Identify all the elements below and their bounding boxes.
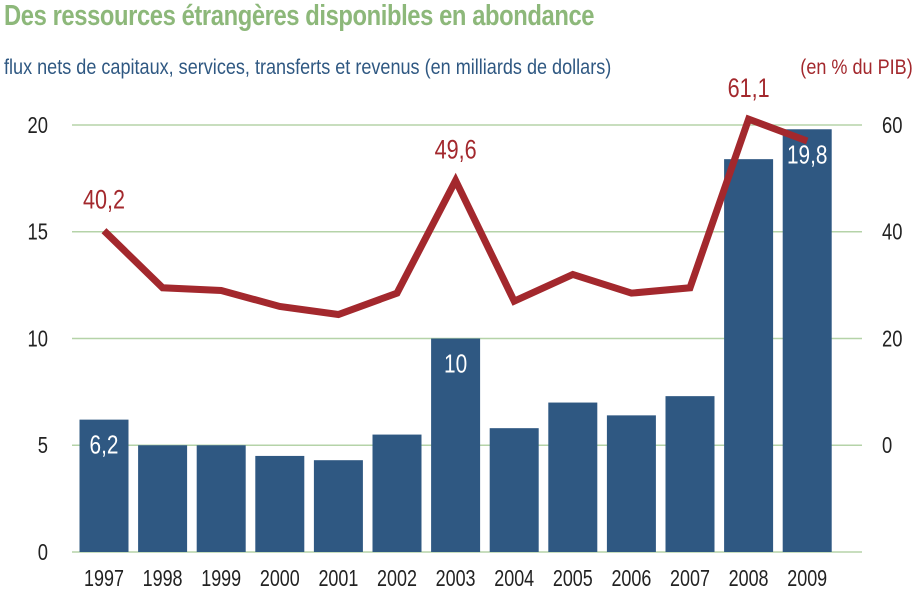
x-tick-label: 1998 [143, 566, 183, 591]
bar [196, 445, 246, 552]
bar [255, 455, 305, 552]
x-tick-label: 1999 [201, 566, 241, 591]
y-left-tick-label: 0 [38, 540, 48, 565]
bar [489, 428, 539, 552]
bar-series [79, 129, 832, 552]
bar [548, 402, 598, 552]
y-left-tick-label: 5 [38, 433, 48, 458]
line-data-label: 49,6 [435, 135, 477, 165]
chart-title: Des ressources étrangères disponibles en… [4, 0, 595, 32]
x-tick-label: 2009 [787, 566, 827, 591]
y-right-tick-label: 20 [882, 327, 902, 352]
bar [431, 338, 481, 552]
line-data-label: 61,1 [728, 74, 770, 104]
x-axis: 1997 1998 1999 2000 2001 2002 2003 2004 2005 2006… [84, 566, 827, 591]
y-left-tick-label: 15 [28, 220, 48, 245]
x-tick-label: 2008 [729, 566, 769, 591]
x-tick-label: 2001 [318, 566, 358, 591]
y-right-tick-label: 60 [882, 113, 902, 138]
bar [313, 460, 363, 552]
right-axis-subtitle: (en % du PIB) [800, 56, 913, 79]
x-tick-label: 2007 [670, 566, 710, 591]
bar [606, 415, 656, 552]
bar [79, 419, 129, 552]
bar-data-label: 19,8 [787, 140, 827, 169]
bar-data-label: 10 [444, 349, 467, 378]
x-tick-label: 2005 [553, 566, 593, 591]
x-tick-label: 2003 [436, 566, 476, 591]
x-tick-label: 2004 [494, 566, 534, 591]
x-tick-label: 1997 [84, 566, 124, 591]
data-labels: 6,2 10 19,8 40,2 49,6 61,1 [83, 74, 827, 459]
line-data-label: 40,2 [83, 185, 125, 215]
x-tick-label: 2006 [611, 566, 651, 591]
x-tick-label: 2000 [260, 566, 300, 591]
y-right-tick-label: 0 [882, 433, 892, 458]
y-left-tick-label: 20 [28, 113, 48, 138]
bar [138, 445, 188, 552]
bar [372, 434, 422, 552]
left-axis-subtitle: flux nets de capitaux, services, transfe… [4, 56, 612, 79]
bar [724, 159, 774, 552]
bar [782, 129, 832, 552]
x-tick-label: 2002 [377, 566, 417, 591]
y-axis-right: 0 20 40 60 [882, 113, 902, 459]
bar-data-label: 6,2 [90, 430, 119, 459]
y-left-tick-label: 10 [28, 327, 48, 352]
line-series [101, 114, 809, 319]
y-axis-left: 0 5 10 15 20 [28, 113, 48, 565]
bar [665, 396, 715, 552]
y-right-tick-label: 40 [882, 220, 902, 245]
